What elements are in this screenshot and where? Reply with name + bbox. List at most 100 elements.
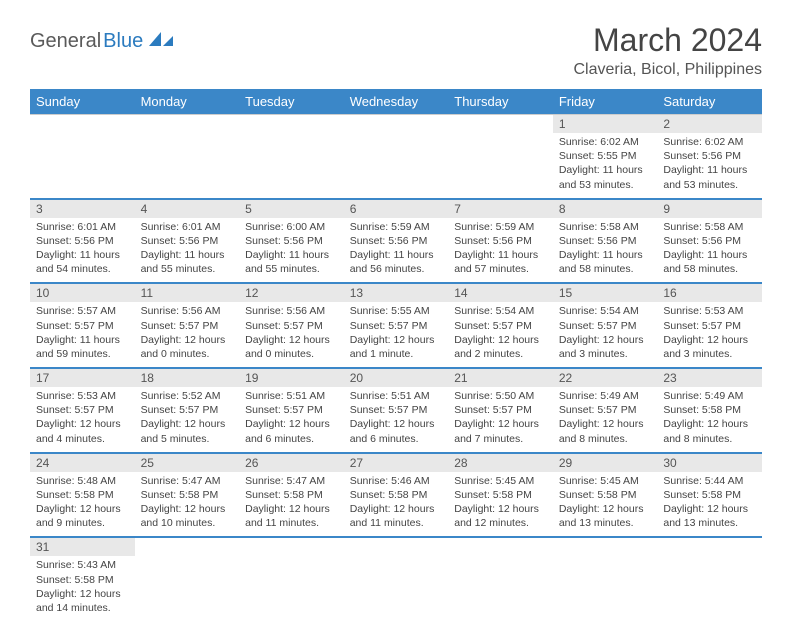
month-title: March 2024: [573, 22, 762, 59]
brand-text-2: Blue: [103, 30, 143, 53]
day-detail-cell: [344, 556, 449, 621]
day-number-cell: 4: [135, 199, 240, 218]
weekday-header: Monday: [135, 89, 240, 115]
day-detail-cell: [135, 133, 240, 199]
day-detail-cell: [448, 556, 553, 621]
day-number-cell: 25: [135, 453, 240, 472]
location-subtitle: Claveria, Bicol, Philippines: [573, 61, 762, 79]
day-detail-row: Sunrise: 5:48 AMSunset: 5:58 PMDaylight:…: [30, 472, 762, 538]
day-number-cell: 3: [30, 199, 135, 218]
day-number-cell: 15: [553, 283, 658, 302]
day-number-cell: [135, 537, 240, 556]
day-detail-cell: Sunrise: 5:50 AMSunset: 5:57 PMDaylight:…: [448, 387, 553, 453]
day-number-cell: [448, 537, 553, 556]
day-detail-cell: Sunrise: 6:00 AMSunset: 5:56 PMDaylight:…: [239, 218, 344, 284]
day-detail-cell: Sunrise: 5:59 AMSunset: 5:56 PMDaylight:…: [344, 218, 449, 284]
day-detail-cell: Sunrise: 5:48 AMSunset: 5:58 PMDaylight:…: [30, 472, 135, 538]
day-number-cell: [239, 115, 344, 134]
weekday-header: Friday: [553, 89, 658, 115]
day-detail-cell: Sunrise: 5:58 AMSunset: 5:56 PMDaylight:…: [657, 218, 762, 284]
day-number-cell: 18: [135, 368, 240, 387]
calendar-table: SundayMondayTuesdayWednesdayThursdayFrid…: [30, 89, 762, 621]
day-number-row: 17181920212223: [30, 368, 762, 387]
day-number-cell: 17: [30, 368, 135, 387]
day-detail-cell: [30, 133, 135, 199]
day-detail-cell: Sunrise: 5:56 AMSunset: 5:57 PMDaylight:…: [239, 302, 344, 368]
day-number-cell: 7: [448, 199, 553, 218]
weekday-header-row: SundayMondayTuesdayWednesdayThursdayFrid…: [30, 89, 762, 115]
day-number-row: 31: [30, 537, 762, 556]
day-detail-cell: [239, 556, 344, 621]
day-detail-cell: Sunrise: 5:51 AMSunset: 5:57 PMDaylight:…: [344, 387, 449, 453]
day-detail-cell: Sunrise: 5:53 AMSunset: 5:57 PMDaylight:…: [30, 387, 135, 453]
day-detail-row: Sunrise: 6:02 AMSunset: 5:55 PMDaylight:…: [30, 133, 762, 199]
weekday-header: Tuesday: [239, 89, 344, 115]
day-detail-cell: Sunrise: 5:57 AMSunset: 5:57 PMDaylight:…: [30, 302, 135, 368]
day-number-cell: 27: [344, 453, 449, 472]
day-number-cell: [448, 115, 553, 134]
weekday-header: Thursday: [448, 89, 553, 115]
day-detail-cell: Sunrise: 5:54 AMSunset: 5:57 PMDaylight:…: [448, 302, 553, 368]
day-number-cell: [239, 537, 344, 556]
day-number-cell: 12: [239, 283, 344, 302]
day-number-row: 12: [30, 115, 762, 134]
day-number-cell: 30: [657, 453, 762, 472]
day-number-cell: 11: [135, 283, 240, 302]
day-detail-cell: Sunrise: 5:52 AMSunset: 5:57 PMDaylight:…: [135, 387, 240, 453]
day-detail-cell: [657, 556, 762, 621]
day-number-cell: [657, 537, 762, 556]
day-number-cell: 28: [448, 453, 553, 472]
day-detail-row: Sunrise: 5:43 AMSunset: 5:58 PMDaylight:…: [30, 556, 762, 621]
day-number-cell: [135, 115, 240, 134]
day-detail-cell: Sunrise: 5:43 AMSunset: 5:58 PMDaylight:…: [30, 556, 135, 621]
day-number-cell: 22: [553, 368, 658, 387]
day-detail-cell: Sunrise: 5:55 AMSunset: 5:57 PMDaylight:…: [344, 302, 449, 368]
day-detail-cell: [344, 133, 449, 199]
day-detail-row: Sunrise: 6:01 AMSunset: 5:56 PMDaylight:…: [30, 218, 762, 284]
day-detail-cell: [448, 133, 553, 199]
day-detail-cell: Sunrise: 5:59 AMSunset: 5:56 PMDaylight:…: [448, 218, 553, 284]
day-number-cell: [30, 115, 135, 134]
day-detail-cell: Sunrise: 5:56 AMSunset: 5:57 PMDaylight:…: [135, 302, 240, 368]
day-detail-cell: Sunrise: 5:49 AMSunset: 5:57 PMDaylight:…: [553, 387, 658, 453]
day-number-cell: 14: [448, 283, 553, 302]
day-detail-cell: Sunrise: 5:45 AMSunset: 5:58 PMDaylight:…: [553, 472, 658, 538]
day-number-row: 24252627282930: [30, 453, 762, 472]
day-number-cell: 29: [553, 453, 658, 472]
day-number-cell: 5: [239, 199, 344, 218]
day-number-cell: 1: [553, 115, 658, 134]
day-detail-cell: Sunrise: 5:51 AMSunset: 5:57 PMDaylight:…: [239, 387, 344, 453]
day-number-cell: 21: [448, 368, 553, 387]
day-detail-cell: Sunrise: 5:54 AMSunset: 5:57 PMDaylight:…: [553, 302, 658, 368]
day-number-cell: [344, 537, 449, 556]
day-detail-cell: Sunrise: 5:53 AMSunset: 5:57 PMDaylight:…: [657, 302, 762, 368]
day-detail-cell: Sunrise: 6:01 AMSunset: 5:56 PMDaylight:…: [30, 218, 135, 284]
day-number-cell: 19: [239, 368, 344, 387]
weekday-header: Wednesday: [344, 89, 449, 115]
day-detail-cell: Sunrise: 5:47 AMSunset: 5:58 PMDaylight:…: [239, 472, 344, 538]
day-number-cell: [553, 537, 658, 556]
day-detail-cell: Sunrise: 5:46 AMSunset: 5:58 PMDaylight:…: [344, 472, 449, 538]
day-number-cell: 24: [30, 453, 135, 472]
day-number-cell: 26: [239, 453, 344, 472]
day-number-cell: 6: [344, 199, 449, 218]
day-number-cell: 13: [344, 283, 449, 302]
day-detail-cell: [135, 556, 240, 621]
day-number-cell: 20: [344, 368, 449, 387]
day-detail-cell: [553, 556, 658, 621]
day-detail-cell: [239, 133, 344, 199]
day-detail-cell: Sunrise: 5:47 AMSunset: 5:58 PMDaylight:…: [135, 472, 240, 538]
day-number-row: 3456789: [30, 199, 762, 218]
day-number-row: 10111213141516: [30, 283, 762, 302]
day-number-cell: 23: [657, 368, 762, 387]
day-detail-cell: Sunrise: 5:45 AMSunset: 5:58 PMDaylight:…: [448, 472, 553, 538]
day-number-cell: 31: [30, 537, 135, 556]
day-number-cell: 10: [30, 283, 135, 302]
day-number-cell: [344, 115, 449, 134]
day-detail-row: Sunrise: 5:53 AMSunset: 5:57 PMDaylight:…: [30, 387, 762, 453]
day-detail-cell: Sunrise: 5:58 AMSunset: 5:56 PMDaylight:…: [553, 218, 658, 284]
day-detail-cell: Sunrise: 5:49 AMSunset: 5:58 PMDaylight:…: [657, 387, 762, 453]
brand-logo: GeneralBlue: [30, 22, 175, 53]
day-number-cell: 8: [553, 199, 658, 218]
day-detail-cell: Sunrise: 6:01 AMSunset: 5:56 PMDaylight:…: [135, 218, 240, 284]
